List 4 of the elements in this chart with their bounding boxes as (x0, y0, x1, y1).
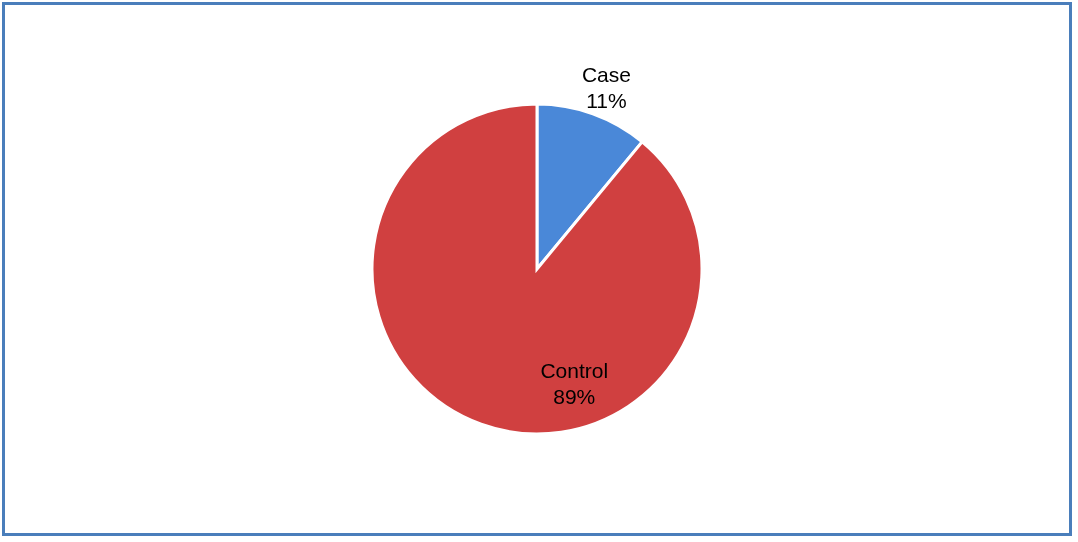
slice-label: Control (540, 359, 609, 383)
data-label: 89% (553, 385, 596, 409)
data-label: 11% (586, 89, 627, 113)
slice-label: Case (581, 63, 631, 87)
